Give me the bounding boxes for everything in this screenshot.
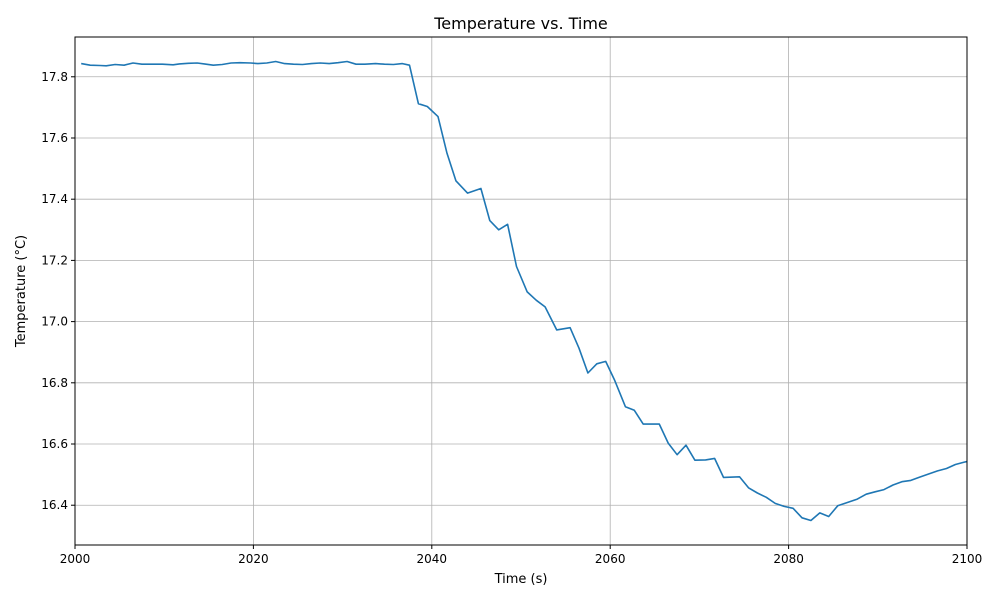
chart-title: Temperature vs. Time: [433, 14, 608, 33]
x-tick-label: 2080: [773, 552, 804, 566]
x-tick-label: 2100: [952, 552, 983, 566]
series-layer: [81, 60, 967, 522]
series-line-0: [81, 60, 967, 522]
axis-ticks: 2000 2020 2040 2060 2080 2100 16.4 16.6 16.8 17.0…: [41, 70, 982, 566]
y-tick-label: 16.4: [41, 498, 68, 512]
y-tick-label: 16.6: [41, 437, 68, 451]
y-tick-label: 17.8: [41, 70, 68, 84]
x-tick-label: 2060: [595, 552, 626, 566]
x-axis-label: Time (s): [494, 572, 548, 587]
plot-area-frame: [74, 36, 968, 546]
x-tick-label: 2000: [60, 552, 91, 566]
gridlines: [74, 37, 968, 545]
y-tick-label: 17.0: [41, 315, 68, 329]
y-tick-label: 17.2: [41, 253, 68, 267]
y-tick-label: 16.8: [41, 376, 68, 390]
x-tick-label: 2020: [238, 552, 269, 566]
x-tick-label: 2040: [417, 552, 448, 566]
y-tick-label: 17.6: [41, 131, 68, 145]
y-axis-label: Temperature (°C): [14, 235, 29, 348]
y-tick-label: 17.4: [41, 192, 68, 206]
